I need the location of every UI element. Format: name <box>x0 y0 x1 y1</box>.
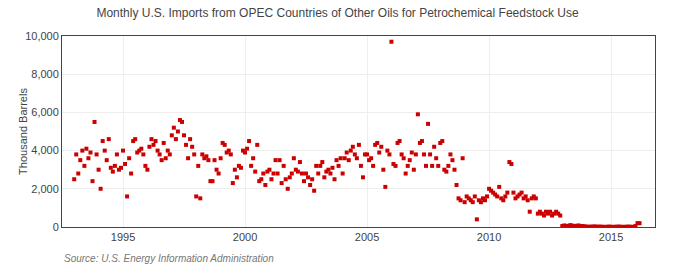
svg-text:2000: 2000 <box>233 231 257 243</box>
svg-text:10,000: 10,000 <box>25 30 59 42</box>
svg-text:2,000: 2,000 <box>31 183 59 195</box>
svg-text:0: 0 <box>53 221 59 233</box>
svg-text:2005: 2005 <box>355 231 379 243</box>
svg-text:2010: 2010 <box>477 231 501 243</box>
svg-text:4,000: 4,000 <box>31 144 59 156</box>
svg-text:8,000: 8,000 <box>31 68 59 80</box>
svg-text:Monthly U.S. Imports from OPEC: Monthly U.S. Imports from OPEC Countries… <box>96 6 578 20</box>
svg-text:Thousand Barrels: Thousand Barrels <box>17 88 29 175</box>
svg-text:Source: U.S. Energy Informatio: Source: U.S. Energy Information Administ… <box>64 253 274 264</box>
svg-text:2015: 2015 <box>599 231 623 243</box>
svg-text:1995: 1995 <box>111 231 135 243</box>
svg-text:6,000: 6,000 <box>31 106 59 118</box>
